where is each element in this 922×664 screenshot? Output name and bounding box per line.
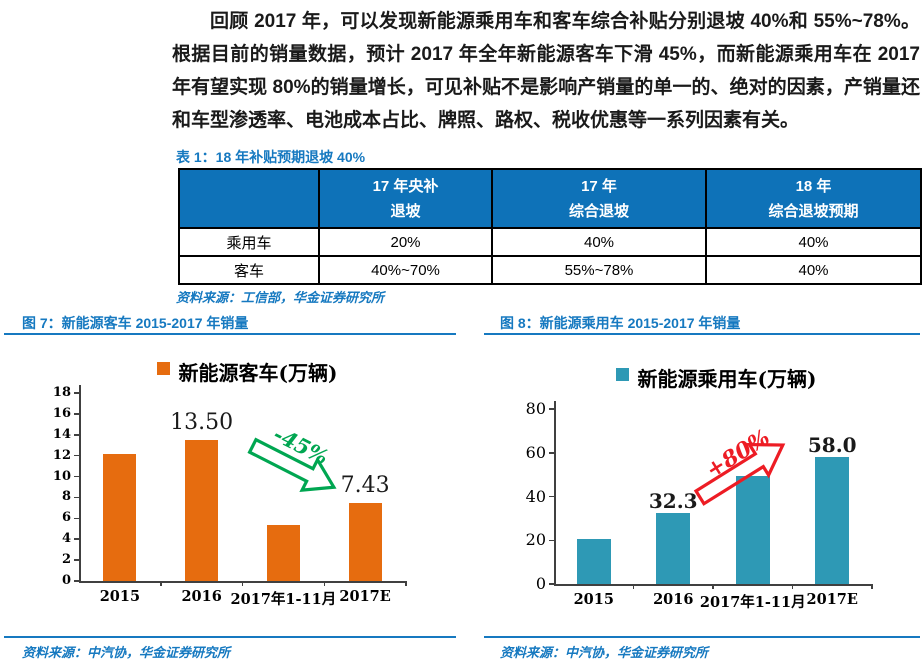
- table-row-passenger: 乘用车 20% 40% 40%: [178, 227, 922, 257]
- x-tick: [791, 584, 794, 589]
- table-source: 资料来源：工信部，华金证券研究所: [176, 290, 385, 305]
- legend-swatch: [615, 368, 629, 381]
- x-category-label: 2017年1-11月: [230, 591, 337, 608]
- cell-value: 40%: [705, 227, 922, 257]
- x-tick: [160, 581, 162, 586]
- y-tick-label: 60: [525, 442, 546, 462]
- x-tick: [323, 581, 325, 586]
- x-tick: [712, 584, 714, 589]
- table-header-row: 17 年央补 退坡 17 年综合退坡 18 年综合退坡预期: [178, 168, 922, 229]
- legend-label: 新能源乘用车(万辆): [637, 367, 817, 391]
- y-tick-label: 8: [61, 489, 71, 505]
- bar: [185, 440, 219, 581]
- y-tick-label: 18: [52, 385, 71, 400]
- x-tick: [632, 584, 635, 589]
- table-header-cell-18-expected: 18 年综合退坡预期: [705, 168, 922, 229]
- cell-value: 55%~78%: [491, 255, 707, 285]
- legend-label: 新能源客车(万辆): [178, 361, 338, 385]
- cell-value: 40%~70%: [318, 255, 493, 285]
- cell-value: 40%: [705, 255, 922, 285]
- x-category-label: 2015: [573, 591, 614, 608]
- legend-swatch: [156, 362, 170, 375]
- y-tick-label: 4: [61, 531, 71, 547]
- growth-arrow-icon: [693, 442, 786, 506]
- table-title: 表 1：18 年补贴预期退坡 40%: [176, 149, 366, 165]
- y-tick: [74, 538, 79, 540]
- bar-value-label: 7.43: [340, 473, 390, 499]
- y-tick-label: 12: [52, 447, 71, 463]
- y-tick-label: 10: [52, 468, 71, 484]
- y-tick-label: 2: [61, 552, 71, 568]
- y-tick: [549, 539, 554, 541]
- bar: [576, 539, 611, 584]
- bar-value-label: 58.0: [807, 433, 857, 458]
- table-header-cell-central-subsidy: 17 年央补 退坡: [318, 168, 493, 229]
- y-tick: [74, 475, 79, 478]
- source-rule-right: [484, 636, 920, 638]
- x-category-label: 2017年1-11月: [699, 594, 806, 611]
- figure7-caption: 图 7：新能源客车 2015-2017 年销量: [22, 315, 249, 331]
- table-row-bus: 客车 40%~70% 55%~78% 40%: [178, 255, 922, 285]
- y-tick: [74, 517, 79, 520]
- y-tick-label: 80: [525, 399, 546, 418]
- x-tick: [405, 581, 407, 586]
- bar: [266, 524, 300, 581]
- cell-value: 20%: [318, 227, 493, 257]
- y-tick-label: 14: [52, 426, 71, 442]
- table-header-cell-empty: [178, 168, 320, 229]
- figure8-legend: 新能源乘用车(万辆): [586, 363, 846, 392]
- y-tick-label: 0: [535, 574, 546, 593]
- y-tick: [74, 559, 79, 561]
- y-tick-label: 40: [525, 486, 546, 506]
- caption-rule-right: [484, 333, 920, 335]
- cell-value: 40%: [491, 227, 707, 257]
- bar: [103, 453, 137, 581]
- y-tick: [549, 408, 554, 410]
- y-tick: [549, 495, 554, 498]
- x-category-label: 2016: [181, 588, 222, 605]
- bar: [815, 457, 850, 584]
- bar-value-label: 32.3: [648, 489, 698, 514]
- figure8-source: 资料来源：中汽协，华金证券研究所: [500, 645, 709, 660]
- x-category-label: 2015: [99, 588, 141, 605]
- row-label: 客车: [178, 255, 320, 285]
- bar: [735, 475, 770, 584]
- row-label: 乘用车: [178, 227, 320, 257]
- y-tick: [549, 583, 554, 585]
- y-axis: [554, 401, 556, 584]
- x-tick: [871, 584, 873, 589]
- subsidy-table: 17 年央补 退坡 17 年综合退坡 18 年综合退坡预期 乘用车 20% 40%…: [178, 168, 922, 285]
- bar: [656, 513, 691, 584]
- y-tick: [74, 496, 79, 499]
- body-paragraph: 回顾 2017 年，可以发现新能源乘用车和客车综合补贴分别退坡 40%和 55%…: [172, 11, 920, 131]
- y-axis: [79, 385, 81, 581]
- y-tick-label: 0: [61, 573, 71, 588]
- x-category-label: 2016: [653, 591, 694, 608]
- y-tick: [74, 413, 79, 415]
- y-tick: [549, 452, 554, 454]
- y-tick-label: 16: [52, 405, 71, 421]
- y-tick-label: 20: [525, 530, 546, 550]
- figure7-source: 资料来源：中汽协，华金证券研究所: [22, 645, 231, 660]
- x-category-label: 2017E: [806, 591, 858, 608]
- bar-value-label: 13.50: [170, 410, 234, 435]
- y-tick: [74, 434, 79, 436]
- y-tick: [74, 580, 79, 582]
- figure7-legend: 新能源客车(万辆): [117, 357, 377, 386]
- x-category-label: 2017E: [339, 588, 391, 605]
- bar: [348, 503, 382, 581]
- source-rule-left: [4, 636, 456, 638]
- decline-arrow-icon: [247, 437, 337, 492]
- x-tick: [241, 581, 244, 586]
- y-tick-label: 6: [61, 510, 71, 526]
- y-tick: [74, 392, 79, 394]
- y-tick: [74, 454, 79, 457]
- figure8-caption: 图 8：新能源乘用车 2015-2017 年销量: [500, 315, 741, 331]
- table-header-cell-17-combined: 17 年综合退坡: [491, 168, 707, 229]
- caption-rule-left: [4, 333, 456, 335]
